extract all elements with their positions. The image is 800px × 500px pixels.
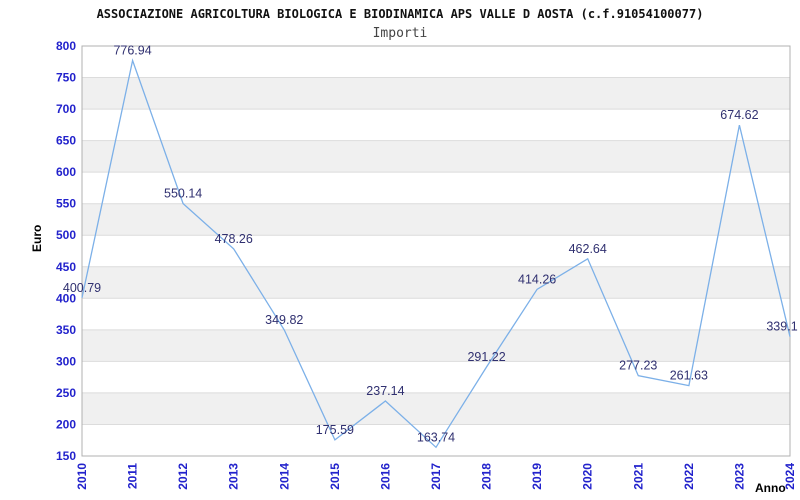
data-point-label: 414.26: [518, 272, 556, 286]
y-axis-title: Euro: [30, 224, 44, 252]
data-point-label: 163.74: [417, 430, 455, 444]
x-tick-label: 2017: [429, 463, 443, 490]
plot-border: [81, 45, 791, 457]
x-tick-label: 2014: [277, 463, 291, 490]
y-tick-label: 700: [56, 102, 76, 116]
x-tick-label: 2024: [783, 463, 797, 490]
y-tick-label: 800: [56, 39, 76, 53]
data-point-label: 349.82: [265, 313, 303, 327]
x-axis-title: Anno: [755, 481, 786, 495]
data-point-label: 478.26: [215, 232, 253, 246]
data-point-label: 291.22: [467, 350, 505, 364]
y-tick-label: 350: [56, 323, 76, 337]
y-tick-label: 150: [56, 449, 76, 463]
data-point-label: 462.64: [569, 242, 607, 256]
y-tick-label: 500: [56, 228, 76, 242]
x-tick-label: 2010: [75, 463, 89, 490]
data-point-label: 339.1: [766, 320, 797, 334]
x-tick-label: 2011: [126, 463, 140, 489]
data-point-label: 175.59: [316, 423, 354, 437]
x-tick-label: 2022: [682, 463, 696, 490]
y-tick-label: 550: [56, 197, 76, 211]
y-tick-label: 650: [56, 134, 76, 148]
data-point-label: 776.94: [113, 44, 151, 58]
x-tick-label: 2015: [328, 463, 342, 490]
series-line: [81, 58, 791, 449]
chart-subtitle: Importi: [372, 26, 428, 41]
data-point-label: 674.62: [720, 108, 758, 122]
data-point-label: 237.14: [366, 384, 404, 398]
y-tick-label: 600: [56, 165, 76, 179]
plot-band: [82, 140, 790, 173]
plot-band: [82, 266, 790, 299]
x-tick-label: 2023: [732, 463, 746, 490]
y-tick-label: 450: [56, 260, 76, 274]
y-tick-label: 200: [56, 417, 76, 431]
x-tick-label: 2018: [480, 463, 494, 490]
x-tick-label: 2016: [378, 463, 392, 490]
x-tick-label: 2012: [176, 463, 190, 490]
y-tick-label: 750: [56, 71, 76, 85]
data-point-label: 277.23: [619, 359, 657, 373]
data-point-label: 261.63: [670, 369, 708, 383]
x-tick-label: 2020: [581, 463, 595, 490]
x-tick-label: 2021: [631, 463, 645, 490]
plot-band: [82, 392, 790, 425]
data-point-label: 550.14: [164, 187, 202, 201]
y-tick-label: 250: [56, 386, 76, 400]
data-point-label: 400.79: [63, 281, 101, 295]
y-tick-label: 400: [56, 291, 76, 305]
y-tick-label: 300: [56, 354, 76, 368]
x-tick-label: 2019: [530, 463, 544, 490]
plot-band: [82, 77, 790, 110]
x-tick-label: 2013: [227, 463, 241, 490]
plot-band: [82, 329, 790, 362]
chart-title: ASSOCIAZIONE AGRICOLTURA BIOLOGICA E BIO…: [96, 7, 704, 21]
